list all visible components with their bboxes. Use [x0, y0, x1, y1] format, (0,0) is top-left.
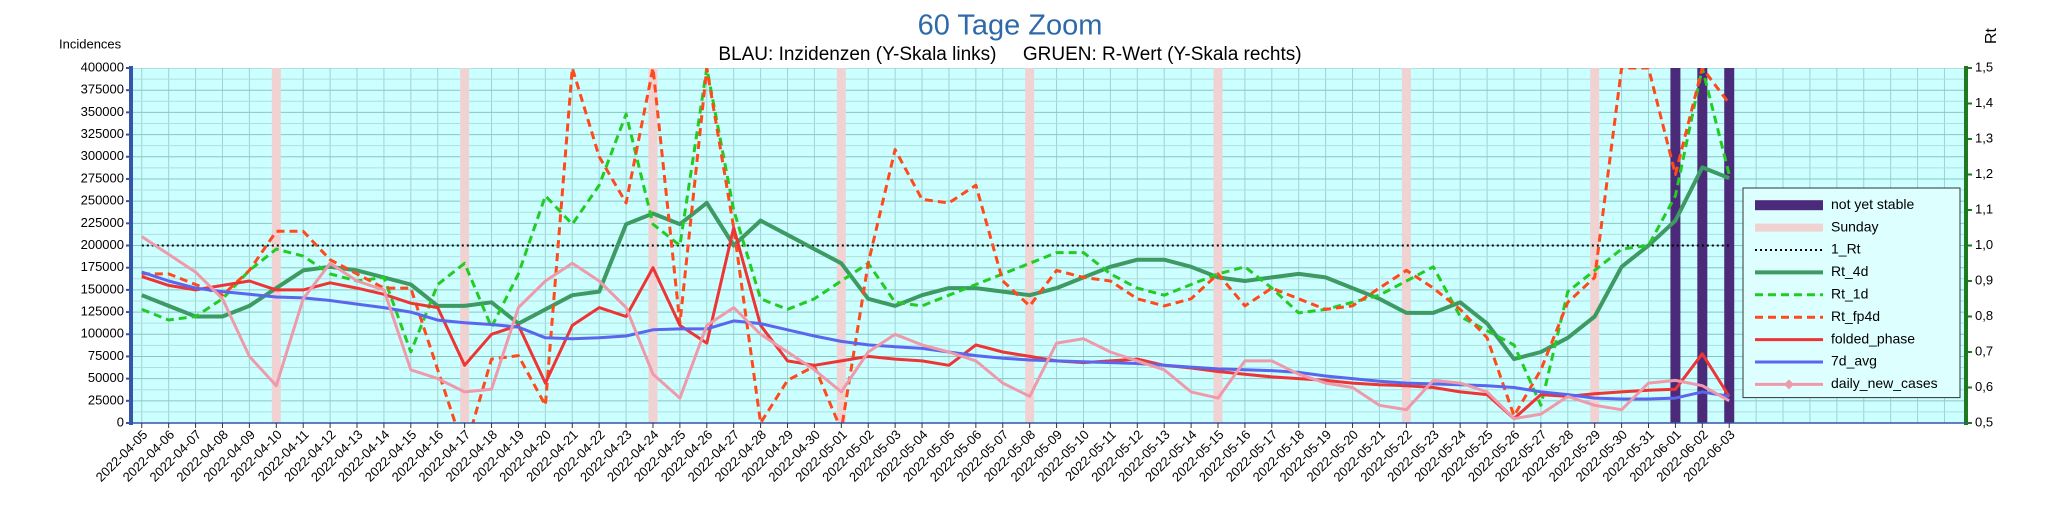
legend-label: 7d_avg: [1831, 353, 1877, 369]
legend-label: Sunday: [1831, 218, 1878, 234]
y-tick-label: 400000: [81, 59, 124, 74]
y-tick-label: 0: [117, 414, 124, 429]
y-tick-label: 350000: [81, 104, 124, 119]
legend-marker: [1784, 379, 1794, 390]
y2-axis-title: Rt: [1983, 27, 2000, 44]
series-line: [141, 68, 1731, 423]
series-line: [141, 165, 1730, 362]
y2-tick-label: 0,9: [1975, 272, 1993, 287]
legend-label: folded_phase: [1831, 330, 1915, 346]
y-tick-label: 100000: [81, 326, 124, 341]
legend-swatch: [1755, 223, 1823, 232]
marker-band: [1724, 68, 1735, 423]
chart-title: 60 Tage Zoom: [918, 10, 1103, 42]
y-tick-label: 225000: [81, 215, 124, 230]
legend-label: Rt_4d: [1831, 263, 1868, 279]
y-tick-label: 175000: [81, 259, 124, 274]
legend-label: Rt_fp4d: [1831, 308, 1880, 324]
y-tick-label: 275000: [81, 170, 124, 185]
y-tick-label: 200000: [81, 237, 124, 252]
marker-band: [271, 68, 281, 423]
y2-tick-label: 1,3: [1975, 130, 1993, 145]
y-tick-label: 125000: [81, 304, 124, 319]
y-tick-label: 375000: [81, 82, 124, 97]
y2-tick-label: 0,5: [1975, 414, 1993, 429]
marker-band: [1025, 68, 1035, 423]
y-tick-label: 25000: [88, 392, 124, 407]
series-line: [141, 226, 1731, 421]
y-tick-label: 300000: [81, 148, 124, 163]
y2-tick-label: 1,2: [1975, 166, 1993, 181]
series-line: [140, 235, 1730, 421]
plot-area: [131, 68, 1966, 423]
marker-band: [836, 68, 846, 423]
y-axis-title: Incidences: [59, 36, 122, 51]
y-tick-label: 325000: [81, 126, 124, 141]
legend-label: daily_new_cases: [1831, 375, 1938, 391]
legend-label: 1_Rt: [1831, 241, 1861, 257]
y2-tick-label: 1,1: [1975, 201, 1993, 216]
y2-tick-label: 1,4: [1975, 95, 1993, 110]
legend-swatch: [1755, 200, 1823, 211]
y2-tick-label: 0,8: [1975, 308, 1993, 323]
y2-tick-label: 0,7: [1975, 343, 1993, 358]
y2-tick-label: 1,5: [1975, 59, 1993, 74]
y-tick-label: 50000: [88, 370, 124, 385]
marker-band: [460, 68, 470, 423]
series-line: [141, 68, 1731, 407]
y2-tick-label: 0,6: [1975, 379, 1993, 394]
y-tick-label: 250000: [81, 193, 124, 208]
legend-label: not yet stable: [1831, 196, 1914, 212]
marker-band: [1401, 68, 1411, 423]
legend-label: Rt_1d: [1831, 286, 1868, 302]
y-tick-label: 150000: [81, 281, 124, 296]
y-tick-label: 75000: [88, 348, 124, 363]
chart-subtitle: BLAU: Inzidenzen (Y-Skala links) GRUEN: …: [718, 44, 1301, 65]
marker-band: [1590, 68, 1600, 423]
marker-band: [1670, 68, 1681, 423]
y2-tick-label: 1,0: [1975, 237, 1993, 252]
